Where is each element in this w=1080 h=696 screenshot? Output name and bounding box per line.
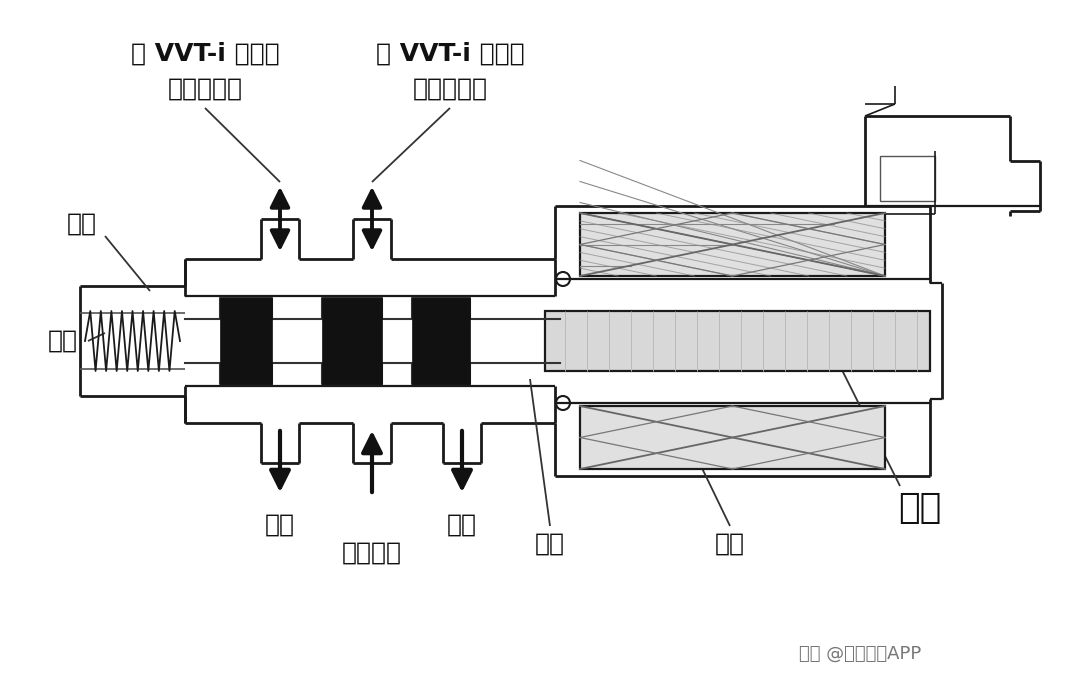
Text: 柱塞: 柱塞: [899, 491, 942, 525]
Text: 至 VVT-i 控制器: 至 VVT-i 控制器: [131, 42, 280, 66]
Bar: [880, 156, 935, 201]
Text: 弹簧: 弹簧: [48, 329, 78, 353]
Text: 线圈: 线圈: [715, 532, 745, 556]
Text: 套筒: 套筒: [67, 212, 97, 236]
Text: 滑阀: 滑阀: [535, 532, 565, 556]
Text: 至 VVT-i 控制器: 至 VVT-i 控制器: [376, 42, 524, 66]
Text: 机油压力: 机油压力: [342, 541, 402, 565]
Text: 排出: 排出: [265, 513, 295, 537]
Text: 头条 @汽修宝典APP: 头条 @汽修宝典APP: [799, 645, 921, 663]
Bar: [322, 298, 382, 384]
Bar: [545, 311, 930, 371]
Bar: [220, 298, 272, 384]
Text: 排出: 排出: [447, 513, 477, 537]
Text: （提前侧）: （提前侧）: [167, 77, 243, 101]
Bar: [580, 213, 885, 276]
Bar: [411, 298, 470, 384]
Bar: [580, 406, 885, 469]
Text: （推迟侧）: （推迟侧）: [413, 77, 487, 101]
